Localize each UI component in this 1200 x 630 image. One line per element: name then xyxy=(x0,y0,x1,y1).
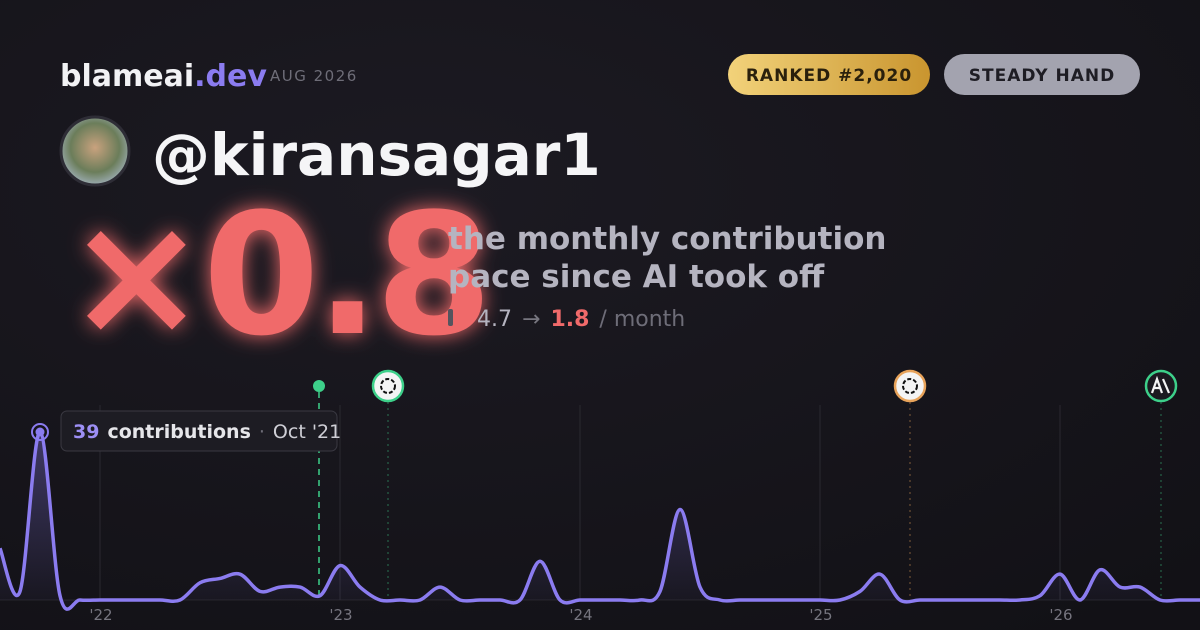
event-icon xyxy=(893,369,927,403)
multiplier: ×0.8 xyxy=(66,177,488,373)
rank-badge xyxy=(728,54,930,95)
brand-name: blameai xyxy=(60,59,194,94)
description-line: pace since AI took off xyxy=(448,259,825,295)
event-icon xyxy=(1144,369,1178,403)
pace: 4.7 → 1.8 / month xyxy=(477,307,685,332)
event-icon-glyph xyxy=(380,378,396,394)
tooltip: 39 contributions · Oct '21 xyxy=(60,410,341,452)
tooltip-text: 39 contributions · Oct '21 xyxy=(73,421,341,443)
peak-ring xyxy=(31,423,49,441)
brand: blameai.dev xyxy=(60,59,267,94)
pace-icon xyxy=(458,319,464,326)
description-line: the monthly contribution xyxy=(448,221,886,257)
brand-tld: .dev xyxy=(194,59,267,94)
x-tick-label: '23 xyxy=(329,606,352,624)
handle: @kiransagar1 xyxy=(152,121,601,189)
tooltip-unit: contributions xyxy=(107,421,250,443)
x-tick-label: '26 xyxy=(1049,606,1072,624)
event-icon-glyph xyxy=(1150,375,1171,394)
pace-icon xyxy=(448,309,453,326)
pace-arrow: → xyxy=(522,307,540,332)
event-icon-glyph xyxy=(902,378,918,394)
tooltip-separator: · xyxy=(259,421,265,443)
tooltip-date: Oct '21 xyxy=(273,421,341,443)
style-badge-text: STEADY HAND xyxy=(969,66,1115,86)
pace-unit: / month xyxy=(599,307,685,332)
tooltip-box xyxy=(60,410,338,452)
pace-after: 1.8 xyxy=(550,307,589,332)
events xyxy=(313,369,1178,600)
chart: '22 '23 '24 '25 '26 39 contributions · Oct '21 xyxy=(0,405,1200,624)
x-tick-label: '25 xyxy=(809,606,832,624)
tooltip-value: 39 xyxy=(73,421,99,443)
line xyxy=(0,430,1200,611)
rank-badge-text: RANKED #2,020 xyxy=(746,66,912,86)
x-tick-label: '22 xyxy=(89,606,112,624)
pace-before: 4.7 xyxy=(477,307,512,332)
avatar xyxy=(59,115,131,187)
date: AUG 2026 xyxy=(270,67,358,85)
peak-dot xyxy=(35,427,45,437)
event-dot xyxy=(313,380,325,392)
style-badge xyxy=(944,54,1140,95)
event-icon xyxy=(371,369,405,403)
x-tick-label: '24 xyxy=(569,606,592,624)
